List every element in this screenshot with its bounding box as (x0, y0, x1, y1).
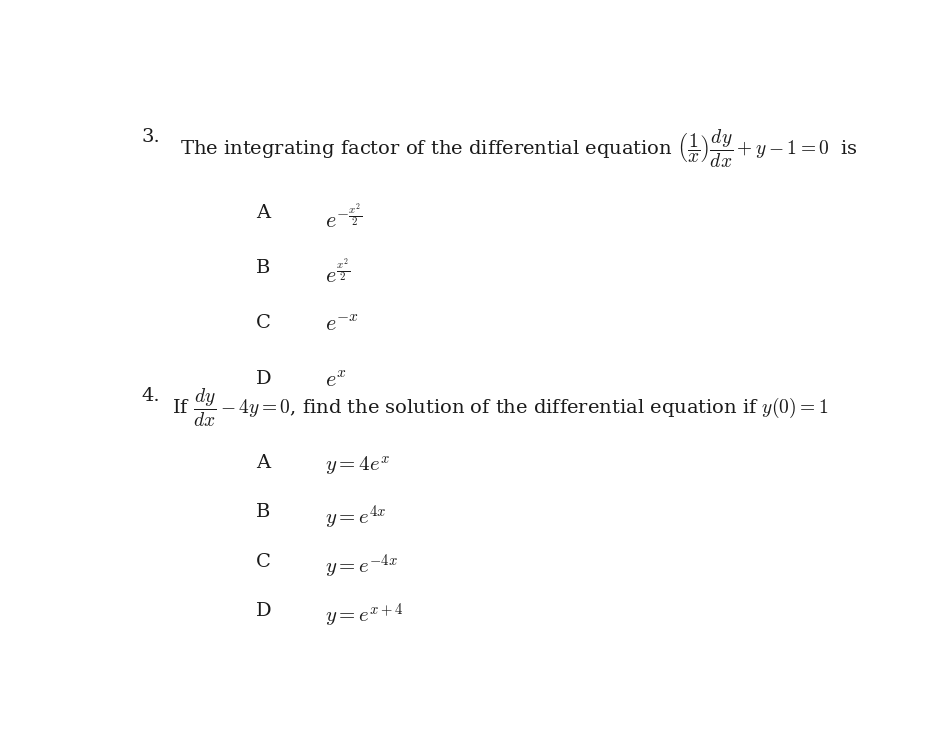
Text: $y=e^{x+4}$: $y=e^{x+4}$ (326, 602, 404, 630)
Text: D: D (256, 602, 272, 620)
Text: C: C (256, 314, 271, 332)
Text: 3.: 3. (142, 128, 161, 146)
Text: A: A (256, 454, 270, 472)
Text: A: A (256, 204, 270, 222)
Text: $y=e^{-4x}$: $y=e^{-4x}$ (326, 553, 398, 581)
Text: The integrating factor of the differential equation $\left(\dfrac{1}{x}\right)\d: The integrating factor of the differenti… (180, 128, 857, 171)
Text: $y=4e^{x}$: $y=4e^{x}$ (326, 454, 391, 478)
Text: B: B (256, 259, 271, 277)
Text: $y=e^{4x}$: $y=e^{4x}$ (326, 504, 387, 532)
Text: If $\dfrac{dy}{dx}-4y=0$, find the solution of the differential equation if $y(0: If $\dfrac{dy}{dx}-4y=0$, find the solut… (172, 387, 829, 429)
Text: C: C (256, 553, 271, 571)
Text: $e^{-\frac{x^{2}}{2}}$: $e^{-\frac{x^{2}}{2}}$ (326, 204, 362, 233)
Text: $e^{-x}$: $e^{-x}$ (326, 314, 359, 337)
Text: D: D (256, 370, 272, 387)
Text: $e^{\frac{x^{2}}{2}}$: $e^{\frac{x^{2}}{2}}$ (326, 259, 351, 288)
Text: $e^{x}$: $e^{x}$ (326, 370, 347, 392)
Text: 4.: 4. (142, 387, 160, 405)
Text: B: B (256, 504, 271, 522)
